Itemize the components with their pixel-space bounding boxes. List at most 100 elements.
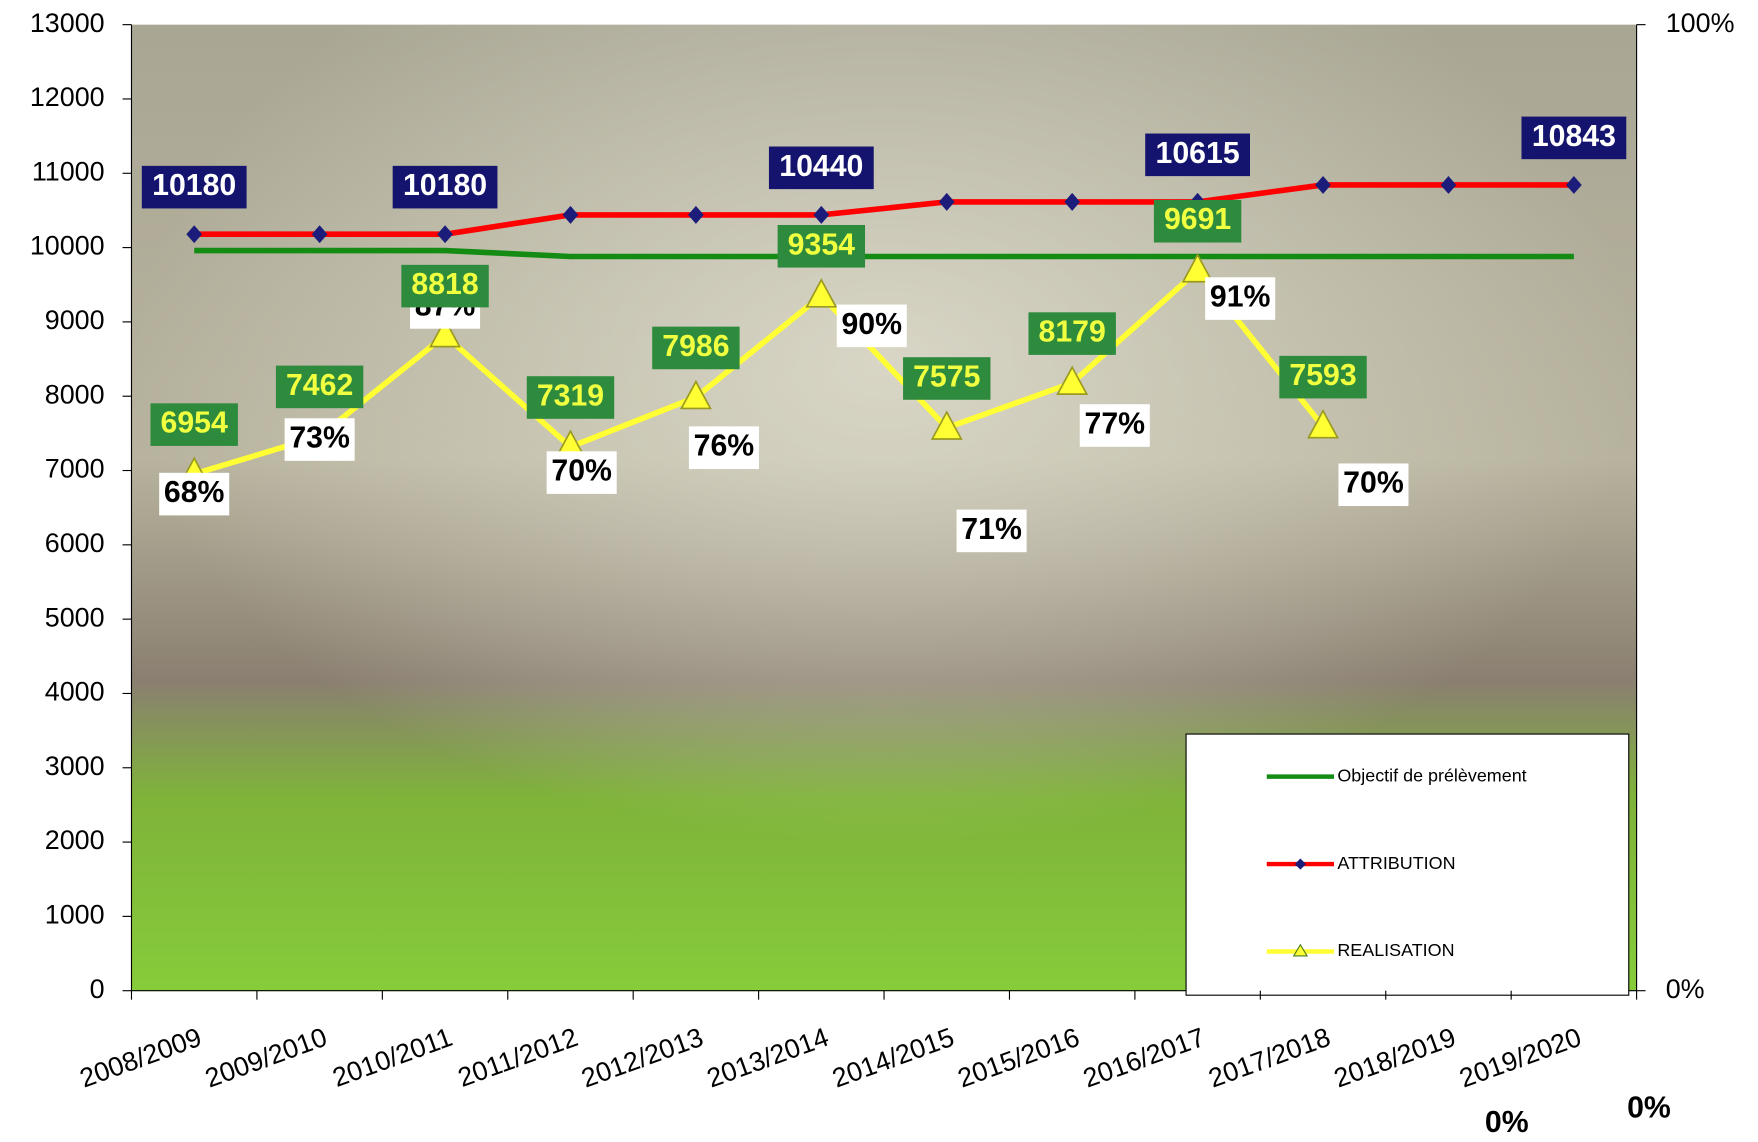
- legend-label: Objectif de prélèvement: [1337, 765, 1526, 785]
- y-tick-label: 1000: [45, 900, 105, 930]
- data-label-group: 6954: [150, 403, 238, 446]
- x-tick-label: 2008/2009: [76, 1022, 206, 1094]
- data-label: 7462: [286, 369, 353, 402]
- data-label-box: [401, 264, 489, 308]
- data-label: 77%: [1084, 407, 1145, 440]
- data-label-group: 9354: [777, 224, 866, 268]
- y-tick-label: 10000: [30, 231, 105, 261]
- data-label-box: [141, 165, 247, 209]
- data-label-box: [836, 304, 907, 348]
- legend-marker: [1292, 943, 1309, 957]
- marker: [930, 410, 963, 440]
- y-tick-label: 7000: [45, 454, 105, 484]
- data-label-box: [777, 224, 866, 268]
- legend-label: REALISATION: [1337, 940, 1454, 960]
- y-tick-label: 9000: [45, 305, 105, 335]
- y-tick-label: 8000: [45, 379, 105, 409]
- data-label-group: 68%: [159, 472, 230, 516]
- marker: [679, 379, 712, 410]
- data-label-group: 7986: [652, 326, 740, 370]
- data-label-group: 77%: [1079, 404, 1150, 447]
- data-label: 7593: [1289, 359, 1356, 392]
- y-tick-label: 4000: [45, 677, 105, 707]
- data-label-box: [903, 357, 991, 400]
- x-tick-label: 2012/2013: [577, 1022, 707, 1094]
- data-label-box: [526, 376, 615, 419]
- rate-label: 0%: [1485, 1106, 1529, 1139]
- legend-box: [1185, 733, 1630, 996]
- data-label-box: [1079, 404, 1150, 447]
- data-label-box: [1279, 355, 1367, 399]
- data-label-group: 9691: [1153, 199, 1242, 243]
- data-label-box: [275, 365, 364, 409]
- data-label-group: 8179: [1028, 312, 1116, 355]
- data-label-group: 70%: [546, 451, 617, 494]
- data-label-group: 91%: [1205, 277, 1276, 320]
- y-tick-label: 0: [90, 974, 105, 1004]
- data-label-group: 76%: [688, 426, 759, 469]
- y-tick-label: 5000: [45, 602, 105, 632]
- data-label: 68%: [164, 476, 225, 509]
- data-label: 6954: [161, 407, 228, 440]
- data-label-group: 8818: [401, 264, 489, 308]
- data-label-group: 7462: [275, 365, 364, 409]
- y-tick-label: 2000: [45, 825, 105, 855]
- legend-marker: [1294, 858, 1306, 870]
- marker: [805, 278, 838, 308]
- x-tick-label: 2010/2011: [328, 1022, 456, 1093]
- data-label: 7319: [537, 379, 604, 412]
- data-label: 9691: [1164, 203, 1231, 236]
- x-tick-label: 2013/2014: [703, 1022, 833, 1094]
- data-label-group: 7575: [903, 357, 991, 400]
- y-tick-label: 12000: [30, 82, 105, 112]
- data-label-group: 71%: [956, 509, 1027, 553]
- x-tick-label: 2009/2010: [201, 1022, 331, 1094]
- x-tick-label: 2014/2015: [828, 1022, 958, 1094]
- marker: [938, 192, 955, 211]
- data-label: 8179: [1039, 316, 1106, 349]
- x-tick-label: 2019/2020: [1455, 1022, 1585, 1094]
- data-label-group: 70%: [1338, 463, 1409, 507]
- rate-label: 0%: [1627, 1091, 1671, 1124]
- marker: [1181, 253, 1214, 283]
- x-tick-label: 2015/2016: [954, 1022, 1084, 1094]
- data-label-box: [1205, 277, 1276, 320]
- series-line: [193, 267, 1326, 477]
- data-label-box: [1145, 133, 1251, 177]
- series-line: [194, 182, 1574, 238]
- data-label: 7575: [913, 360, 980, 393]
- data-label-group: 10615: [1145, 133, 1251, 177]
- data-label-box: [688, 426, 759, 469]
- y-tick-label: 3000: [45, 751, 105, 781]
- data-label: 90%: [841, 308, 902, 341]
- data-label-box: [652, 326, 740, 370]
- data-label: 7986: [662, 330, 729, 363]
- data-label: 71%: [961, 513, 1022, 546]
- y2-tick-label: 100%: [1666, 8, 1735, 38]
- data-label-group: 7319: [526, 376, 615, 419]
- marker: [1064, 192, 1081, 211]
- data-label-box: [1153, 199, 1242, 243]
- data-label: 76%: [694, 430, 755, 463]
- data-label: 70%: [1343, 467, 1404, 500]
- data-label: 70%: [551, 455, 612, 488]
- series-line: [194, 247, 1574, 260]
- marker: [429, 317, 462, 348]
- data-label-box: [284, 418, 355, 461]
- legend: Objectif de prélèvement ATTRIBUTION REALIS…: [1185, 733, 1630, 996]
- data-label-group: 90%: [836, 304, 907, 348]
- data-label-group: 7593: [1279, 355, 1367, 399]
- x-tick-label: 2017/2018: [1205, 1022, 1335, 1094]
- marker: [437, 225, 453, 244]
- data-label-box: [1028, 312, 1116, 355]
- data-label-box: [1338, 463, 1409, 507]
- data-label: 10440: [779, 150, 863, 183]
- data-label-group: 10180: [141, 165, 247, 209]
- data-label: 10843: [1532, 120, 1616, 153]
- data-label-box: [159, 472, 230, 516]
- x-tick-label: 2011/2012: [454, 1022, 582, 1093]
- data-label: 8818: [411, 268, 478, 301]
- data-label-group: 10180: [392, 165, 498, 209]
- data-label: 10615: [1156, 137, 1240, 170]
